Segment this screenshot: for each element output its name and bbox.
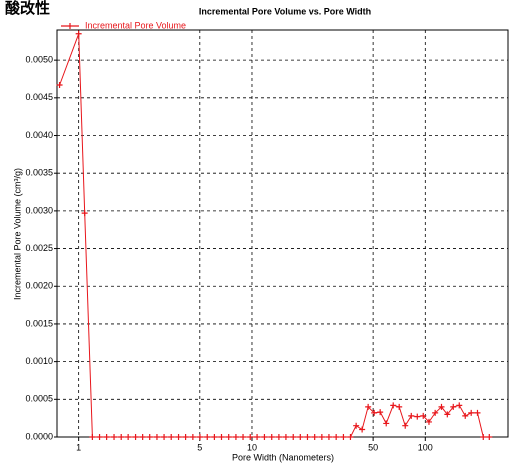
data-point bbox=[168, 434, 175, 440]
data-point bbox=[261, 434, 268, 440]
y-axis-label: Incremental Pore Volume (cm³/g) bbox=[12, 168, 22, 300]
plot-frame bbox=[56, 29, 509, 438]
data-point bbox=[304, 434, 311, 440]
legend-symbol bbox=[61, 23, 79, 29]
data-point bbox=[81, 210, 88, 217]
y-tick-label: 0.0015 bbox=[25, 318, 53, 328]
data-point bbox=[414, 413, 421, 420]
data-point bbox=[340, 434, 347, 440]
data-point bbox=[432, 409, 439, 416]
data-point bbox=[268, 434, 275, 440]
data-point bbox=[402, 422, 409, 429]
data-point bbox=[89, 434, 96, 440]
data-point bbox=[254, 434, 261, 440]
data-point bbox=[311, 434, 318, 440]
y-tick-label: 0.0045 bbox=[25, 92, 53, 102]
data-point bbox=[290, 434, 297, 440]
data-point bbox=[450, 403, 457, 410]
data-point bbox=[275, 434, 282, 440]
data-point bbox=[438, 403, 445, 410]
data-point bbox=[383, 420, 390, 427]
data-point bbox=[118, 434, 125, 440]
data-point bbox=[468, 409, 475, 416]
data-point bbox=[420, 412, 427, 419]
data-point bbox=[232, 434, 239, 440]
x-axis-label: Pore Width (Nanometers) bbox=[232, 452, 334, 462]
y-tick-label: 0.0025 bbox=[25, 243, 53, 253]
y-tick-label: 0.0005 bbox=[25, 394, 53, 404]
data-point bbox=[247, 434, 254, 440]
data-point bbox=[204, 434, 211, 440]
data-point bbox=[96, 434, 103, 440]
y-tick-label: 0.0000 bbox=[25, 431, 53, 441]
data-point bbox=[161, 434, 168, 440]
data-point bbox=[365, 403, 372, 410]
y-tick-label: 0.0020 bbox=[25, 281, 53, 291]
data-point bbox=[132, 434, 139, 440]
data-point bbox=[325, 434, 332, 440]
data-point bbox=[333, 434, 340, 440]
data-point bbox=[75, 30, 82, 37]
x-tick-label: 5 bbox=[197, 442, 202, 452]
data-point bbox=[408, 412, 415, 419]
data-point bbox=[444, 411, 451, 418]
data-point bbox=[125, 434, 132, 440]
data-point bbox=[240, 434, 247, 440]
data-point bbox=[486, 434, 493, 440]
y-tick-label: 0.0030 bbox=[25, 205, 53, 215]
data-point bbox=[462, 412, 469, 419]
data-point bbox=[480, 434, 487, 440]
y-tick-label: 0.0010 bbox=[25, 356, 53, 366]
data-point bbox=[347, 434, 354, 440]
data-point bbox=[297, 434, 304, 440]
x-tick-label: 100 bbox=[418, 442, 433, 452]
y-tick-label: 0.0035 bbox=[25, 168, 53, 178]
data-point bbox=[211, 434, 218, 440]
data-point bbox=[111, 434, 118, 440]
data-point bbox=[377, 409, 384, 416]
data-point bbox=[371, 409, 378, 416]
y-tick-label: 0.0040 bbox=[25, 130, 53, 140]
data-point bbox=[139, 434, 146, 440]
data-point bbox=[153, 434, 160, 440]
x-tick-label: 1 bbox=[76, 442, 81, 452]
data-point bbox=[146, 434, 153, 440]
data-point bbox=[175, 434, 182, 440]
data-point bbox=[390, 402, 397, 409]
data-point bbox=[425, 418, 432, 425]
chart-title: Incremental Pore Volume vs. Pore Width bbox=[199, 6, 371, 16]
legend-label: Incremental Pore Volume bbox=[85, 20, 186, 30]
corner-label: 酸改性 bbox=[5, 0, 50, 17]
data-point bbox=[218, 434, 225, 440]
data-point bbox=[225, 434, 232, 440]
data-point bbox=[189, 434, 196, 440]
data-point bbox=[359, 426, 366, 433]
data-point bbox=[196, 434, 203, 440]
x-tick-label: 10 bbox=[247, 442, 257, 452]
data-point bbox=[396, 403, 403, 410]
data-point bbox=[103, 434, 110, 440]
data-point bbox=[474, 409, 481, 416]
data-point bbox=[182, 434, 189, 440]
data-point bbox=[353, 422, 360, 429]
y-tick-label: 0.0050 bbox=[25, 55, 53, 65]
data-point bbox=[456, 402, 463, 409]
data-point bbox=[282, 434, 289, 440]
data-point bbox=[56, 82, 63, 89]
data-point bbox=[318, 434, 325, 440]
data-line bbox=[59, 33, 490, 438]
x-tick-label: 50 bbox=[368, 442, 378, 452]
